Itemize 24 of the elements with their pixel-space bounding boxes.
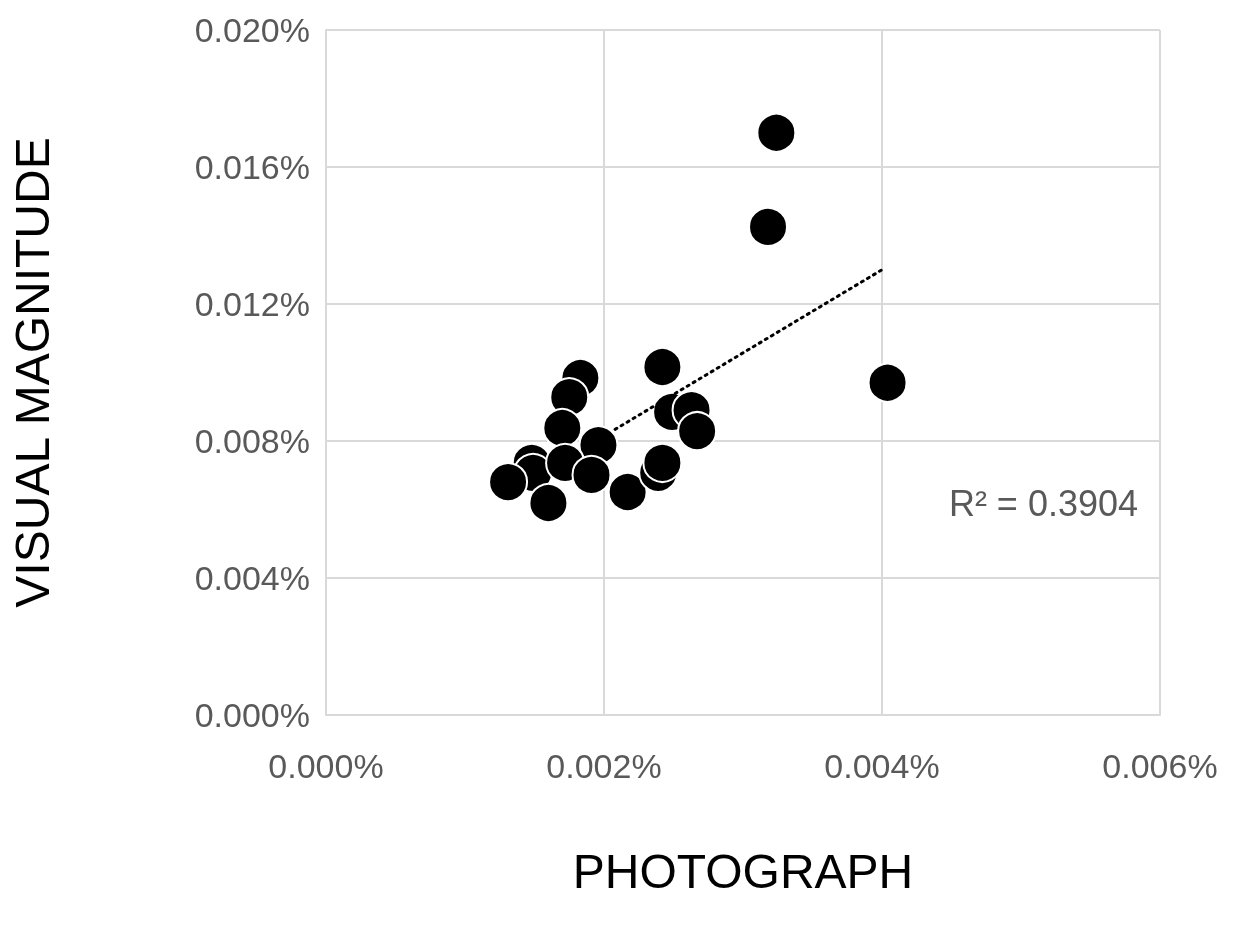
point: [528, 483, 569, 523]
x-tick-label: 0.004%: [824, 747, 940, 785]
point: [748, 206, 789, 247]
y-tick-label: 0.012%: [194, 285, 310, 323]
y-tick-label: 0.016%: [194, 148, 310, 186]
point: [677, 411, 718, 452]
x-tick-label: 0.002%: [546, 747, 662, 785]
x-tick-label: 0.000%: [268, 747, 384, 785]
x-axis-title: PHOTOGRAPH: [572, 844, 914, 898]
y-tick-label: 0.020%: [194, 11, 310, 49]
point: [571, 454, 612, 495]
point: [642, 347, 683, 388]
point: [867, 362, 908, 403]
y-tick-label: 0.008%: [194, 422, 310, 460]
x-tick-label: 0.006%: [1102, 747, 1218, 785]
point: [542, 407, 583, 448]
point: [642, 442, 683, 483]
y-tick-label: 0.000%: [194, 696, 310, 734]
annotation: R² = 0.3904: [948, 482, 1138, 524]
point: [607, 472, 648, 513]
y-tick-label: 0.004%: [194, 559, 310, 597]
point: [756, 112, 797, 153]
point: [488, 462, 529, 503]
y-axis-title: VISUAL MAGNITUDE: [5, 137, 59, 608]
